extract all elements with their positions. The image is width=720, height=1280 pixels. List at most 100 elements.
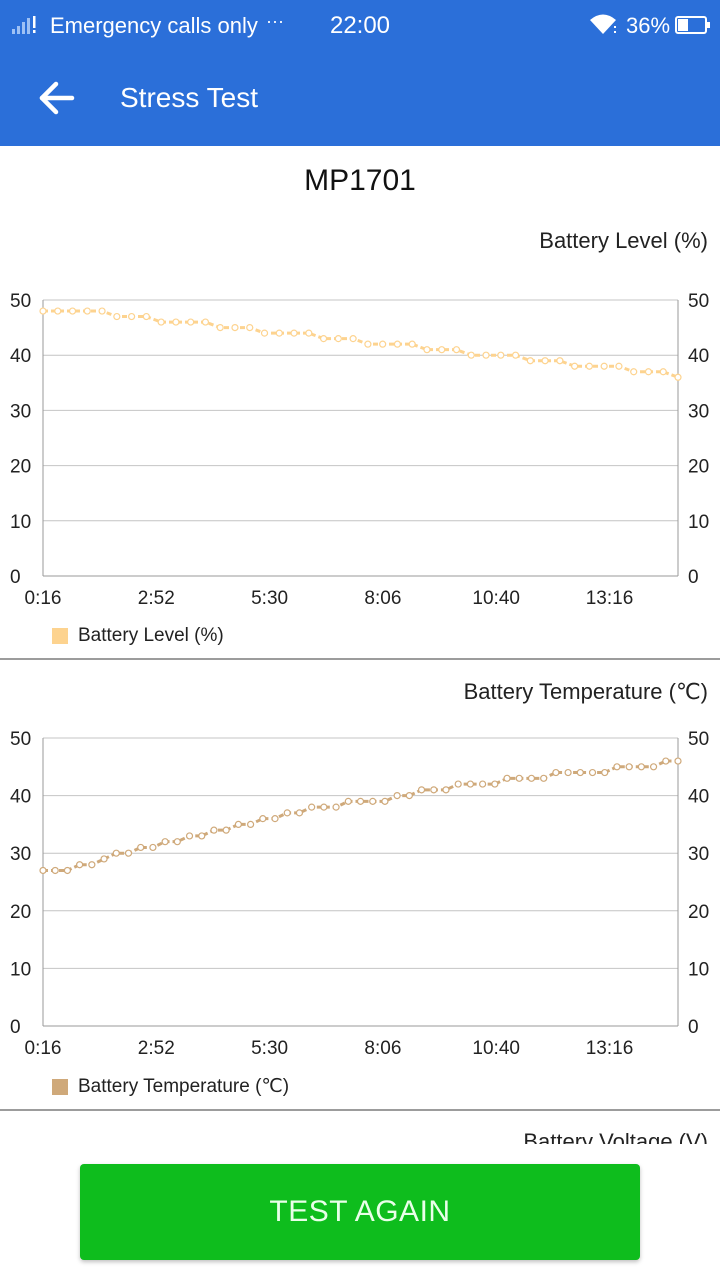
data-point <box>349 335 357 343</box>
x-tick-label: 13:16 <box>586 1038 634 1059</box>
data-point <box>393 791 401 800</box>
data-point <box>283 809 291 817</box>
x-tick-label: 0:16 <box>25 588 62 609</box>
data-point <box>438 346 446 354</box>
y-tick-label-right: 50 <box>688 291 709 312</box>
data-point <box>423 346 431 354</box>
data-point <box>51 866 59 875</box>
data-point <box>526 357 534 365</box>
signal-icon <box>12 16 36 34</box>
data-point <box>613 763 621 771</box>
data-point <box>482 351 490 359</box>
data-point <box>142 312 150 321</box>
data-point <box>63 866 72 875</box>
data-point <box>210 826 218 834</box>
data-point <box>100 855 108 863</box>
data-point <box>430 786 438 794</box>
data-point <box>295 809 304 817</box>
data-point <box>540 774 548 782</box>
y-tick-label-left: 30 <box>10 844 31 865</box>
arrow-left-icon[interactable] <box>36 80 76 116</box>
carrier-text: Emergency calls only <box>50 13 258 38</box>
data-point <box>259 815 267 823</box>
x-tick-label: 13:16 <box>586 588 634 609</box>
data-point <box>515 774 523 782</box>
data-point <box>630 368 638 376</box>
y-tick-label-left: 10 <box>10 959 31 980</box>
data-point <box>83 307 91 315</box>
legend-label: Battery Level (%) <box>78 625 224 646</box>
data-point <box>128 312 136 321</box>
data-point <box>369 797 377 805</box>
data-point <box>662 757 670 765</box>
clock: 22:00 <box>329 12 391 39</box>
x-tick-label: 2:52 <box>138 1038 175 1059</box>
data-point <box>381 797 389 805</box>
data-point <box>541 357 549 365</box>
legend-battery-temperature: Battery Temperature (℃) <box>52 1075 289 1098</box>
data-point <box>479 780 487 788</box>
data-point <box>290 329 298 337</box>
legend-label: Battery Temperature (℃) <box>78 1076 290 1097</box>
x-tick-label: 5:30 <box>251 1038 288 1059</box>
data-point <box>344 797 352 805</box>
x-tick-label: 10:40 <box>472 588 520 609</box>
y-tick-label-left: 0 <box>10 1017 21 1038</box>
data-point <box>356 797 365 805</box>
data-point <box>364 340 372 348</box>
data-point <box>497 351 505 359</box>
y-tick-label-right: 30 <box>688 844 709 865</box>
chart-title-battery-temperature: Battery Temperature (℃) <box>463 679 708 704</box>
y-tick-label-right: 0 <box>688 1017 699 1038</box>
data-point <box>674 757 682 765</box>
data-point <box>172 318 180 326</box>
y-tick-label-right: 10 <box>688 512 709 533</box>
legend-swatch <box>52 628 68 644</box>
data-point <box>187 318 195 326</box>
series-line <box>43 309 679 379</box>
data-point <box>319 335 328 343</box>
x-tick-label: 8:06 <box>364 1038 401 1059</box>
data-point <box>76 861 84 869</box>
y-tick-label-left: 20 <box>10 457 31 478</box>
data-point <box>231 323 239 332</box>
data-point <box>552 768 560 777</box>
data-point <box>467 351 475 359</box>
data-point <box>39 307 47 315</box>
y-tick-label-right: 40 <box>688 787 709 808</box>
data-point <box>408 340 416 348</box>
data-point <box>379 340 387 348</box>
data-point <box>113 312 121 321</box>
chart-title-battery-voltage: Battery Voltage (V) <box>0 1128 720 1144</box>
data-point <box>157 318 165 326</box>
data-point <box>124 849 133 857</box>
data-point <box>308 803 316 811</box>
data-point <box>246 323 254 332</box>
divider <box>0 1109 720 1111</box>
divider <box>0 658 720 660</box>
wifi-icon <box>590 14 616 34</box>
app-bar: Stress Test <box>0 50 720 146</box>
data-point <box>615 362 623 370</box>
y-tick-label-left: 30 <box>10 401 31 422</box>
data-point <box>320 803 328 811</box>
data-point <box>564 768 572 777</box>
data-point <box>173 838 181 846</box>
data-point <box>600 362 608 370</box>
data-point <box>585 362 593 370</box>
data-point <box>625 763 633 771</box>
data-point <box>588 768 597 777</box>
test-again-button[interactable]: TEST AGAIN <box>80 1164 640 1260</box>
data-point <box>260 329 269 337</box>
data-point <box>442 786 450 794</box>
data-point <box>98 307 106 315</box>
battery-percent: 36% <box>626 13 671 38</box>
y-tick-label-left: 50 <box>10 291 31 312</box>
x-tick-label: 10:40 <box>472 1038 520 1059</box>
y-tick-label-right: 40 <box>688 346 709 367</box>
data-point <box>417 786 426 794</box>
y-tick-label-left: 10 <box>10 512 31 533</box>
data-point <box>222 826 230 834</box>
data-point <box>198 832 206 840</box>
data-point <box>556 357 564 365</box>
